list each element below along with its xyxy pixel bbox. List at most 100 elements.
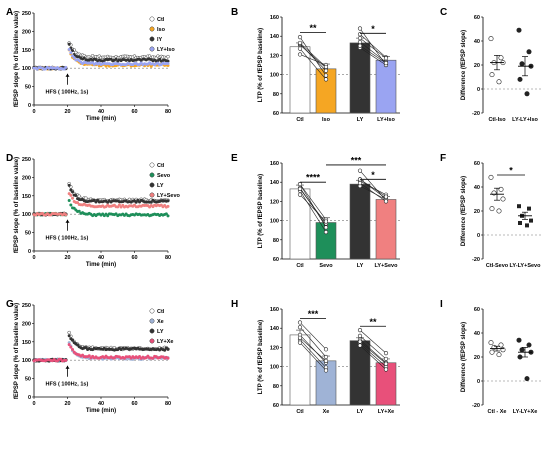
pair-line	[299, 342, 327, 371]
data-point	[529, 218, 533, 223]
pair-line	[359, 41, 387, 63]
x-tick-label: LY	[357, 409, 364, 415]
panel-c: C -20 0 20 40 60 Difference (fEPSP slope) Ctl-I…	[440, 7, 541, 123]
legend-marker	[149, 182, 155, 188]
y-tick-label: 150	[22, 194, 31, 200]
x-tick-label: 0	[32, 401, 35, 407]
data-point	[496, 352, 502, 358]
y-tick-label: 100	[22, 212, 31, 218]
y-tick-label: 100	[270, 73, 279, 79]
data-point	[519, 61, 525, 67]
pair-line	[299, 183, 327, 228]
pair-point	[323, 354, 329, 360]
data-point	[71, 196, 75, 200]
legend-entry: LY+Iso	[157, 47, 175, 53]
pair-line	[299, 194, 327, 222]
y-axis-label: fEPSP slope (% of baseline value)	[14, 157, 20, 253]
y-tick-label: 160	[270, 15, 279, 21]
x-tick-label: Ctl-Iso	[488, 117, 506, 123]
data-point	[517, 354, 523, 360]
data-point	[72, 56, 76, 60]
pair-point	[323, 73, 329, 78]
pair-line	[359, 185, 387, 200]
panel-label: F	[440, 153, 446, 164]
pair-point	[357, 333, 363, 338]
pair-point	[297, 46, 303, 51]
legend-marker	[149, 16, 155, 22]
legend-marker	[149, 308, 155, 314]
pair-point	[297, 340, 303, 345]
y-tick-label: 50	[25, 85, 31, 91]
data-point	[166, 59, 170, 63]
x-axis-label: Time (min)	[86, 262, 116, 268]
pair-line	[299, 36, 327, 76]
data-point	[64, 65, 68, 69]
x-tick-label: LY+Xe	[378, 409, 394, 415]
pair-point	[323, 77, 329, 82]
x-tick-label: 80	[165, 109, 171, 115]
data-point	[489, 349, 495, 355]
x-tick-label: LY-LY+Xe	[513, 409, 538, 415]
y-axis-label: LTP (% of fEPSP baseline)	[258, 320, 264, 394]
pair-point	[323, 358, 329, 363]
significance-label: ***	[351, 155, 362, 165]
data-point	[519, 347, 525, 353]
data-point	[71, 338, 75, 342]
pair-line	[299, 42, 327, 68]
pair-point	[323, 368, 329, 373]
pair-line	[299, 190, 327, 233]
x-tick-label: 40	[98, 255, 104, 261]
legend-marker	[149, 328, 155, 334]
x-tick-label: Ctl-Sevo	[486, 263, 509, 269]
y-axis-label: Difference (fEPSP slope)	[461, 176, 467, 246]
bar	[349, 340, 371, 406]
significance-label: ****	[306, 173, 321, 183]
data-point	[517, 204, 521, 209]
data-point	[526, 342, 532, 348]
data-point	[69, 193, 73, 197]
x-tick-label: Iso	[322, 117, 331, 123]
legend-entry: LY	[157, 183, 164, 189]
y-axis-label: LTP (% of fEPSP baseline)	[258, 174, 264, 248]
x-tick-label: Sevo	[319, 263, 333, 269]
legend-entry: Ctl	[157, 163, 165, 169]
pair-point	[357, 339, 363, 344]
pair-line	[359, 37, 387, 59]
panel-label: G	[6, 299, 14, 310]
data-point	[488, 340, 494, 346]
y-tick-label: 200	[22, 175, 31, 181]
significance-label: *	[371, 170, 375, 180]
y-tick-label: 250	[22, 11, 31, 17]
y-axis-label: Difference (fEPSP slope)	[461, 30, 467, 100]
data-point	[84, 345, 88, 349]
bar	[349, 183, 371, 260]
pair-line	[359, 182, 387, 202]
x-tick-label: Ctl	[296, 409, 304, 415]
x-tick-label: 0	[32, 109, 35, 115]
x-tick-label: 60	[131, 109, 137, 115]
y-tick-label: -20	[472, 257, 480, 263]
pair-point	[357, 36, 363, 41]
y-tick-label: 250	[22, 303, 31, 309]
pair-point	[297, 325, 303, 330]
data-point	[526, 49, 532, 55]
data-point	[69, 345, 73, 349]
data-point	[166, 199, 170, 203]
y-tick-label: 60	[273, 403, 279, 409]
x-tick-label: LY	[357, 263, 364, 269]
y-tick-label: 80	[273, 238, 279, 244]
pair-point	[357, 26, 363, 31]
y-tick-label: 80	[273, 384, 279, 390]
x-tick-label: Ctl	[296, 117, 304, 123]
y-tick-label: 150	[22, 340, 31, 346]
data-point	[166, 204, 170, 208]
legend-entry: Ctl	[157, 17, 165, 23]
hfs-arrowhead	[65, 73, 70, 77]
data-point	[524, 91, 530, 97]
y-tick-label: 120	[270, 199, 279, 205]
y-tick-label: -20	[472, 403, 480, 409]
data-point	[524, 376, 530, 382]
data-point	[166, 61, 170, 65]
pair-line	[299, 322, 327, 350]
panel-i: I -20 0 20 40 60 Difference (fEPSP slope) Ctl -…	[440, 299, 541, 415]
